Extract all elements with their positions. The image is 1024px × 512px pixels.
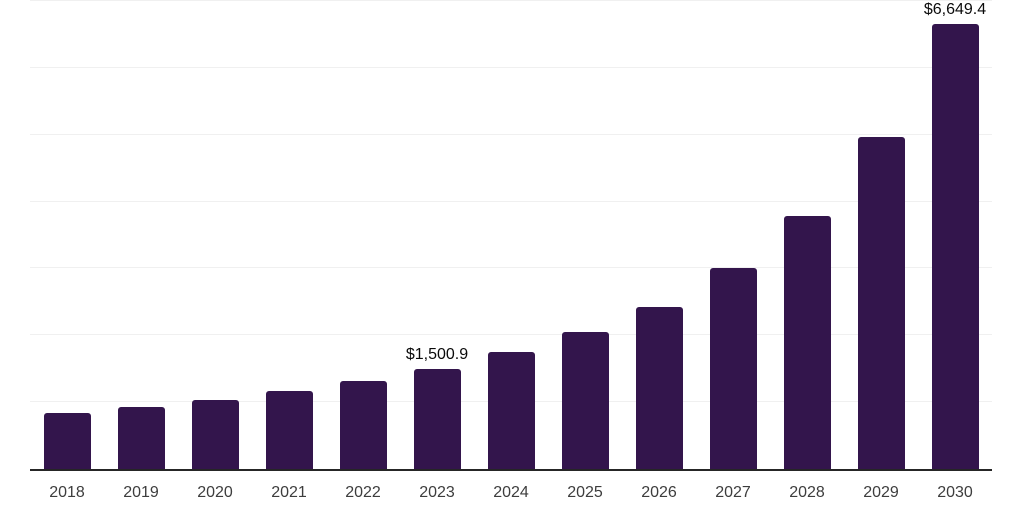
gridline-6000 <box>30 66 992 68</box>
bar-cell-2024 <box>474 1 548 469</box>
x-axis-line <box>30 469 992 471</box>
bar-2028 <box>783 215 831 469</box>
bar-2029 <box>857 137 905 469</box>
x-tick-label-2021: 2021 <box>271 484 307 501</box>
bar-cell-2030: $6,649.4 <box>918 1 992 469</box>
bar-cell-2022 <box>326 1 400 469</box>
bar-2025 <box>561 332 609 469</box>
bars-row: $1,500.9 $6,649.4 <box>30 1 992 469</box>
x-tick-label-2028: 2028 <box>789 484 825 501</box>
bar-cell-2028 <box>770 1 844 469</box>
x-tick-label-2027: 2027 <box>715 484 751 501</box>
x-axis-labels: 2018 2019 2020 2021 2022 2023 2024 2025 2026 2027… <box>30 483 992 503</box>
bar-2018 <box>43 412 91 469</box>
bar-cell-2021 <box>252 1 326 469</box>
bar-2019 <box>117 407 165 469</box>
bar-2023 <box>413 368 461 469</box>
bar-2027 <box>709 268 757 469</box>
bar-cell-2026 <box>622 1 696 469</box>
bar-cell-2027 <box>696 1 770 469</box>
bar-cell-2023: $1,500.9 <box>400 1 474 469</box>
bar-cell-2025 <box>548 1 622 469</box>
bar-2024 <box>487 352 535 469</box>
x-tick-label-2023: 2023 <box>419 484 455 501</box>
bar-cell-2020 <box>178 1 252 469</box>
x-tick-label-2018: 2018 <box>49 484 85 501</box>
x-tick-label-2024: 2024 <box>493 484 529 501</box>
bar-cell-2018 <box>30 1 104 469</box>
x-tick-label-2026: 2026 <box>641 484 677 501</box>
bar-value-label-2023: $1,500.9 <box>405 345 469 363</box>
bar-2020 <box>191 400 239 469</box>
gridline-3000 <box>30 267 992 269</box>
gridline-2000 <box>30 334 992 336</box>
plot-area: $1,500.9 $6,649.4 <box>30 0 992 469</box>
x-tick-label-2025: 2025 <box>567 484 603 501</box>
bar-cell-2029 <box>844 1 918 469</box>
x-tick-label-2020: 2020 <box>197 484 233 501</box>
bar-value-label-2030: $6,649.4 <box>923 1 987 19</box>
bar-2026 <box>635 306 683 469</box>
x-tick-label-2030: 2030 <box>937 484 973 501</box>
gridline-7000 <box>30 0 992 1</box>
x-tick-label-2029: 2029 <box>863 484 899 501</box>
gridline-5000 <box>30 133 992 135</box>
gridline-4000 <box>30 200 992 202</box>
x-tick-label-2022: 2022 <box>345 484 381 501</box>
bar-2021 <box>265 390 313 469</box>
bar-cell-2019 <box>104 1 178 469</box>
bar-2030 <box>931 24 979 469</box>
bar-2022 <box>339 380 387 469</box>
x-tick-label-2019: 2019 <box>123 484 159 501</box>
